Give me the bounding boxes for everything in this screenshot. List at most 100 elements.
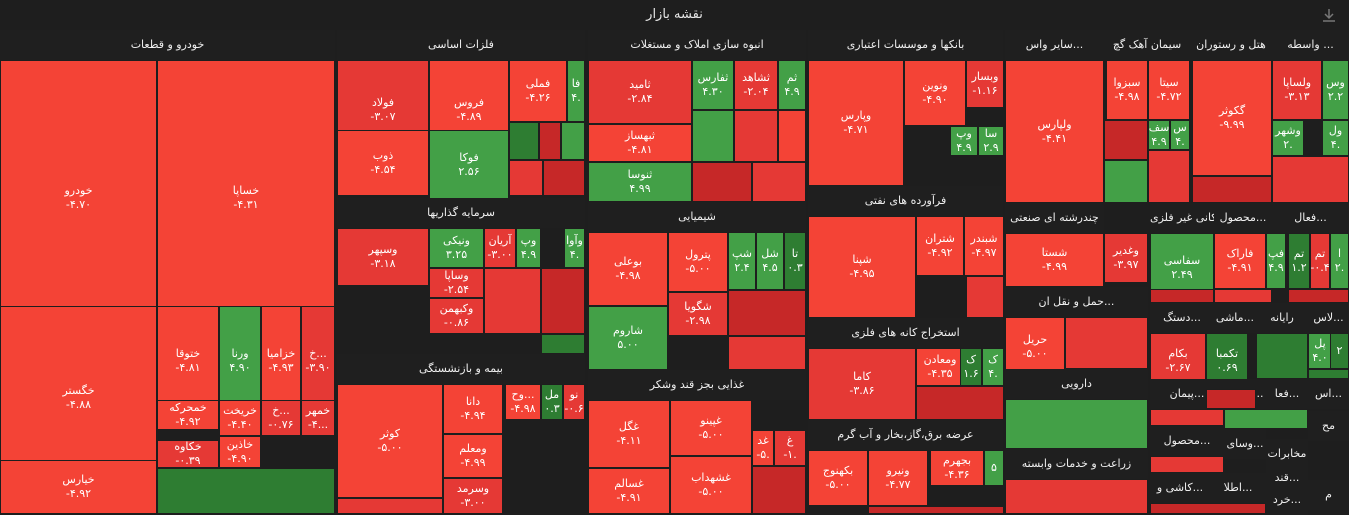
stock-cell[interactable]: س ۴.: [1170, 120, 1190, 150]
stock-cell[interactable]: [966, 276, 1004, 318]
stock-cell[interactable]: فملی -۴.۲۶: [509, 60, 567, 122]
stock-cell[interactable]: گکوثر -۹.۹۹: [1192, 60, 1272, 176]
stock-cell[interactable]: سبزوا -۴.۹۸: [1106, 60, 1148, 120]
stock-cell[interactable]: تم -۰.۴: [1310, 233, 1330, 289]
stock-cell[interactable]: ک ۴.: [982, 348, 1004, 386]
stock-cell[interactable]: وبسار -۱.۱۶: [966, 60, 1004, 108]
download-icon[interactable]: [1321, 7, 1337, 23]
stock-cell[interactable]: شبندر -۴.۹۷: [964, 216, 1004, 276]
stock-cell[interactable]: [1256, 333, 1308, 379]
stock-cell[interactable]: غگل -۴.۱۱: [588, 400, 670, 468]
stock-cell[interactable]: تا ۰.۳: [784, 232, 806, 290]
stock-cell[interactable]: ثنوسا ۴.۹۹: [588, 162, 692, 202]
stock-cell[interactable]: ومعلم -۴.۹۹: [443, 434, 503, 478]
stock-cell[interactable]: آریان -۳.۰۰: [484, 228, 516, 268]
stock-cell[interactable]: [539, 122, 561, 160]
stock-cell[interactable]: [337, 498, 443, 514]
stock-cell[interactable]: ثم ۴.۹: [778, 60, 806, 110]
stock-cell[interactable]: ثامید -۲.۸۴: [588, 60, 692, 124]
stock-cell[interactable]: وس ۲.۲: [1322, 60, 1349, 120]
stock-cell[interactable]: [692, 162, 752, 202]
stock-cell[interactable]: ختوقا -۴.۸۱: [157, 306, 219, 416]
stock-cell[interactable]: [1206, 389, 1256, 409]
stock-cell[interactable]: خمحرکه -۴.۹۲: [157, 400, 219, 430]
stock-cell[interactable]: ونیکی ۳.۲۵: [429, 228, 484, 268]
stock-cell[interactable]: ولپارس -۴.۴۱: [1005, 60, 1104, 203]
stock-cell[interactable]: ثفارس ۴.۳۰: [692, 60, 734, 110]
stock-cell[interactable]: ک ۱.۶: [960, 348, 982, 386]
stock-cell[interactable]: ومعادن -۴.۳۵: [916, 348, 964, 386]
stock-cell[interactable]: غسالم -۴.۹۱: [588, 468, 670, 514]
stock-cell[interactable]: [1214, 289, 1272, 303]
stock-cell[interactable]: شل ۴.۵: [756, 232, 784, 290]
stock-cell[interactable]: ولساپا -۳.۱۳: [1272, 60, 1322, 120]
stock-cell[interactable]: خ... -۳.۹۰: [301, 306, 335, 416]
stock-cell[interactable]: [543, 160, 585, 196]
stock-cell[interactable]: [1288, 289, 1349, 303]
stock-cell[interactable]: ۵: [984, 450, 1004, 486]
stock-cell[interactable]: [1150, 456, 1224, 473]
stock-cell[interactable]: ونوین -۴.۹۰: [904, 60, 966, 126]
stock-cell[interactable]: تم ۱.۲: [1288, 233, 1310, 289]
stock-cell[interactable]: پل ۴.۰: [1308, 333, 1332, 369]
stock-cell[interactable]: سا ۲.۹: [978, 126, 1004, 156]
stock-cell[interactable]: سف ۴.۹: [1148, 120, 1170, 150]
stock-cell[interactable]: [728, 336, 806, 370]
stock-cell[interactable]: [1005, 399, 1148, 449]
stock-cell[interactable]: بجهرم -۴.۳۶: [930, 450, 984, 486]
stock-cell[interactable]: [1005, 479, 1148, 514]
stock-cell[interactable]: وشهر ۲.: [1272, 120, 1304, 156]
stock-cell[interactable]: مل ۰.۳: [541, 384, 563, 420]
stock-cell[interactable]: غپینو -۵.۰۰: [670, 400, 752, 456]
stock-cell[interactable]: [1150, 503, 1266, 514]
stock-cell[interactable]: شگویا -۲.۹۸: [668, 292, 728, 336]
stock-cell[interactable]: پترول -۵.۰۰: [668, 232, 728, 292]
stock-cell[interactable]: کاما -۳.۸۶: [808, 348, 916, 420]
stock-cell[interactable]: وغدیر -۳.۹۷: [1104, 233, 1148, 283]
stock-cell[interactable]: ورنا ۴.۹۰: [219, 306, 261, 416]
stock-cell[interactable]: [1104, 120, 1148, 160]
stock-cell[interactable]: وح... -۴.۹۸: [505, 384, 541, 420]
stock-cell[interactable]: [484, 268, 541, 334]
stock-cell[interactable]: ول ۴.: [1322, 120, 1349, 156]
stock-cell[interactable]: [728, 290, 806, 336]
stock-cell[interactable]: [734, 110, 778, 162]
stock-cell[interactable]: خزامیا -۴.۹۳: [261, 306, 301, 416]
stock-cell[interactable]: شتران -۴.۹۲: [916, 216, 964, 276]
stock-cell[interactable]: غد -۵.: [752, 430, 774, 466]
stock-cell[interactable]: سیتا -۴.۷۲: [1148, 60, 1190, 120]
stock-cell[interactable]: ونیرو -۴.۷۷: [868, 450, 928, 506]
stock-cell[interactable]: [541, 268, 585, 334]
stock-cell[interactable]: وکبهمن -۰.۸۶: [429, 298, 484, 334]
stock-cell[interactable]: [509, 160, 543, 196]
stock-cell[interactable]: فا ۴.: [567, 60, 585, 122]
stock-cell[interactable]: ثبهساز -۴.۸۱: [588, 124, 692, 162]
stock-cell[interactable]: بوعلی -۴.۹۸: [588, 232, 668, 306]
stock-cell[interactable]: خیارس -۴.۹۲: [0, 460, 157, 514]
stock-cell[interactable]: حریل -۵.۰۰: [1005, 317, 1065, 377]
stock-cell[interactable]: وپارس -۴.۷۱: [808, 60, 904, 186]
stock-cell[interactable]: [692, 110, 734, 162]
stock-cell[interactable]: خ... -۰.۷۶: [261, 400, 301, 436]
stock-cell[interactable]: ثشاهد -۲.۰۴: [734, 60, 778, 110]
stock-cell[interactable]: شپ ۲.۴: [728, 232, 756, 290]
stock-cell[interactable]: [1192, 176, 1272, 203]
stock-cell[interactable]: دانا -۴.۹۴: [443, 384, 503, 434]
stock-cell[interactable]: نو -۰.۶: [563, 384, 585, 420]
stock-cell[interactable]: خریخت -۴.۴۰: [219, 400, 261, 436]
stock-cell[interactable]: [1148, 150, 1190, 203]
stock-cell[interactable]: [868, 506, 1004, 514]
stock-cell[interactable]: [1224, 409, 1308, 429]
stock-cell[interactable]: شپنا -۴.۹۵: [808, 216, 916, 318]
stock-cell[interactable]: غشهداب -۵.۰۰: [670, 456, 752, 514]
stock-cell[interactable]: وآوا ۴.: [564, 228, 585, 268]
stock-cell[interactable]: [778, 110, 806, 162]
stock-cell[interactable]: [1308, 369, 1349, 379]
stock-cell[interactable]: [1150, 409, 1224, 426]
stock-cell[interactable]: ا ۲.: [1330, 233, 1349, 289]
stock-cell[interactable]: خساپا -۴.۳۱: [157, 60, 335, 336]
stock-cell[interactable]: وپ ۴.۹: [950, 126, 978, 156]
stock-cell[interactable]: [752, 162, 806, 202]
stock-cell[interactable]: [157, 468, 335, 514]
stock-cell[interactable]: کوثر -۵.۰۰: [337, 384, 443, 498]
